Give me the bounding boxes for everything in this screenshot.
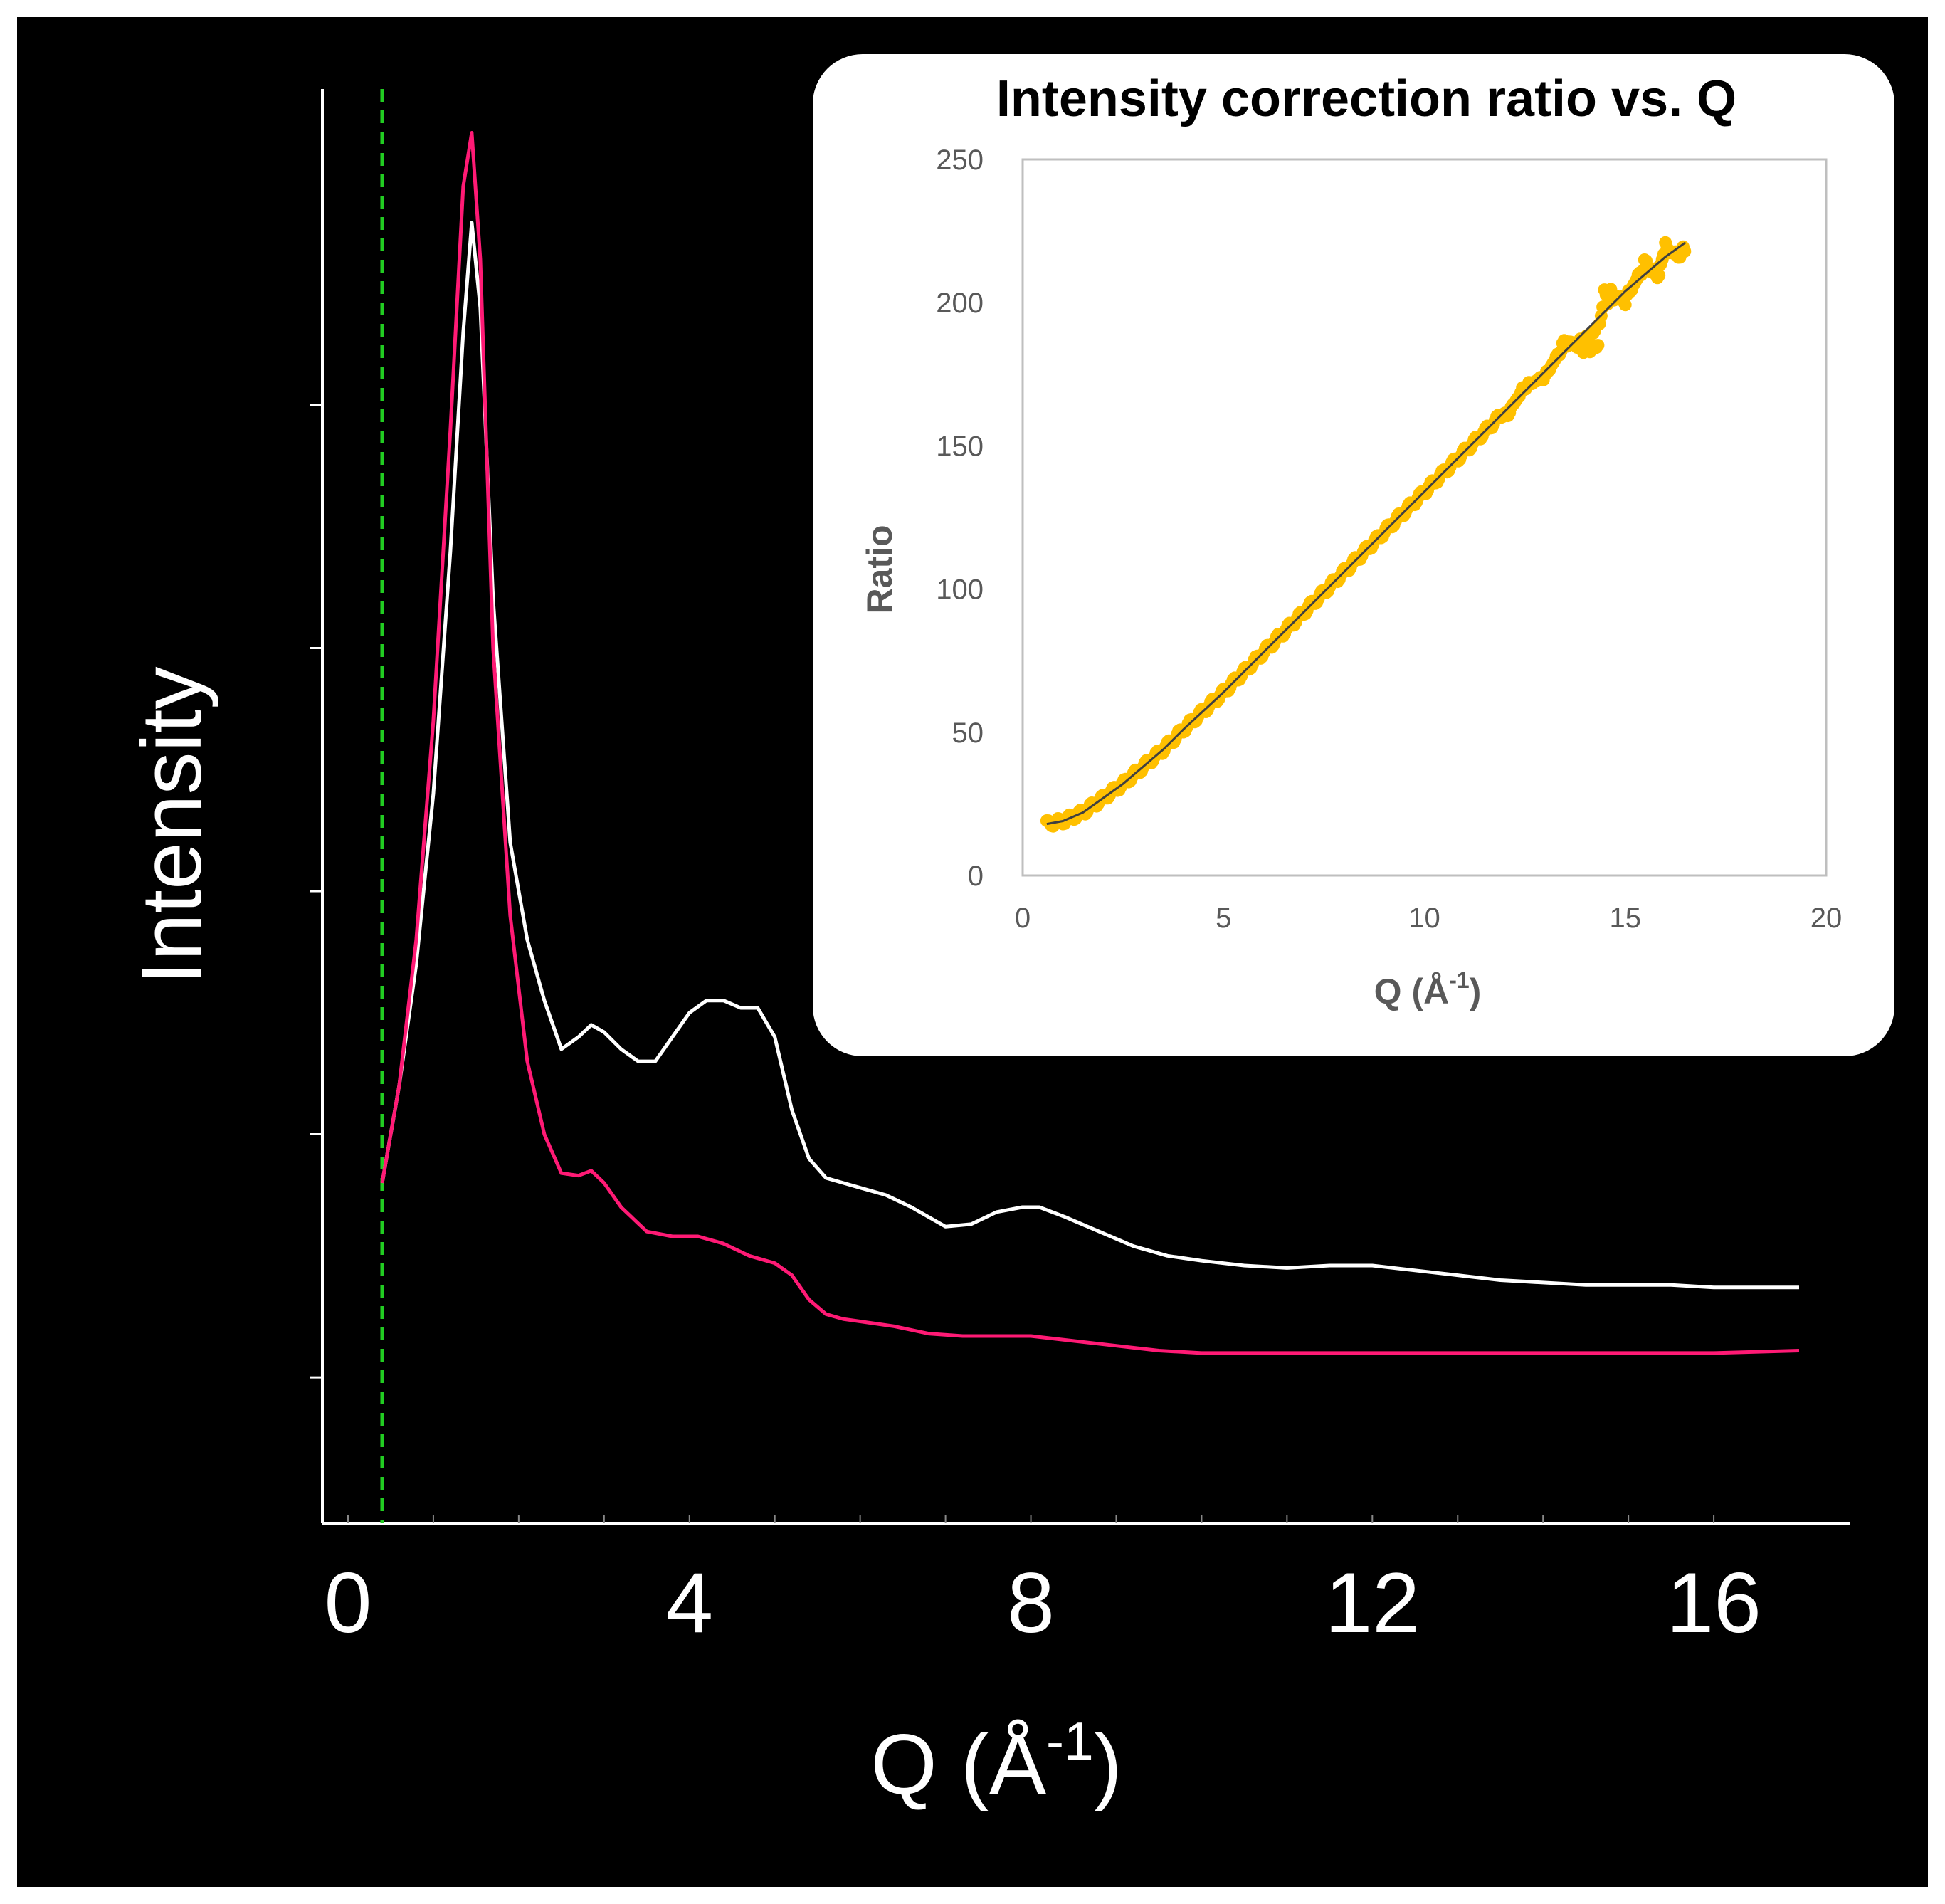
inset-y-tick-label: 50 [952,717,984,749]
inset-x-axis-label-close: ) [1470,972,1482,1011]
inset-y-tick-label: 200 [936,288,984,319]
main-x-axis-label-close: ) [1094,1717,1122,1812]
inset-x-tick-label: 20 [1810,903,1843,934]
main-series-magenta [380,131,1800,1355]
inset-ratio-points [1040,236,1692,833]
inset-y-axis-label: Ratio [860,525,900,614]
inset-x-tick-labels: 0 5 10 15 20 [1015,903,1842,934]
inset-ratio-point [1653,268,1666,282]
main-x-ticks [347,1515,1715,1523]
main-y-axis-label: Intensity [124,667,219,985]
main-x-axis-label-sup: -1 [1046,1711,1094,1771]
main-x-axis-label: Q (Å-1) [870,1711,1122,1812]
inset-y-tick-label: 100 [936,574,984,606]
inset-y-tick-label: 0 [968,861,984,892]
inset-fit-line [1046,241,1687,826]
main-series-white [380,221,1799,1290]
inset-x-axis-label-sup: -1 [1449,967,1469,993]
inset-plot-area [1021,158,1828,877]
inset-x-axis-label: Q (Å-1) [1374,967,1482,1011]
inset-x-tick-label: 10 [1408,903,1440,934]
inset-x-tick-label: 0 [1015,903,1031,934]
inset-x-tick-label: 5 [1216,903,1231,934]
main-x-tick-label: 16 [1666,1555,1761,1651]
inset-chart: Intensity correction ratio vs. Q 0501001… [813,54,1894,1056]
main-x-tick-label: 12 [1325,1555,1420,1651]
inset-x-axis-label-main: Q (Å [1374,972,1450,1011]
main-chart: 0 4 8 12 16 Intensity Q (Å-1) [124,89,1850,1812]
inset-x-tick-label: 15 [1610,903,1642,934]
main-x-axis-label-main: Q (Å [870,1717,1046,1812]
main-x-tick-labels: 0 4 8 12 16 [325,1555,1761,1651]
inset-y-tick-label: 250 [936,144,984,176]
main-x-tick-label: 0 [325,1555,372,1651]
inset-ratio-point [1678,245,1692,258]
main-x-tick-label: 8 [1007,1555,1055,1651]
main-x-tick-label: 4 [665,1555,713,1651]
inset-title: Intensity correction ratio vs. Q [996,70,1736,127]
inset-y-tick-label: 150 [936,431,984,462]
main-y-ticks [310,404,322,1379]
inset-ratio-point [1618,298,1632,312]
inset-y-tick-labels: 0 50 100 150 200 250 [936,144,984,892]
inset-ratio-point [1591,339,1605,352]
